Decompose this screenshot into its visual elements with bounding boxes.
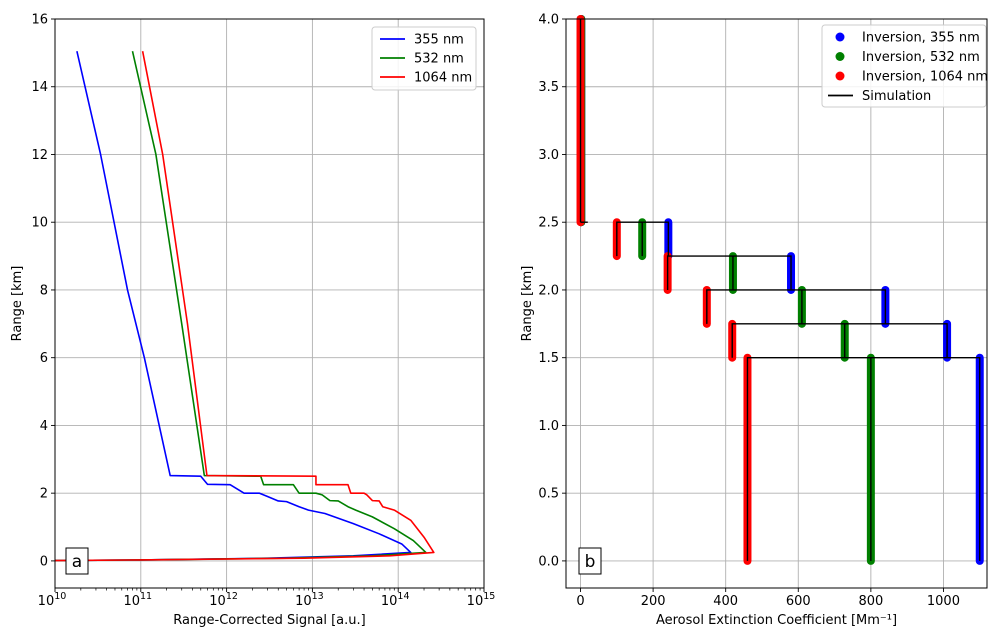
legend-swatch	[835, 32, 845, 42]
y-tick-label: 0.0	[538, 554, 559, 569]
series-line-0	[54, 51, 412, 562]
x-tick-label: 0	[576, 594, 584, 609]
legend-label: 1064 nm	[414, 71, 472, 86]
legend-label: Simulation	[862, 89, 931, 104]
y-tick-label: 8	[40, 283, 48, 298]
y-tick-label: 4	[40, 419, 48, 434]
y-tick-label: 10	[31, 216, 48, 231]
x-tick-label-base: 10	[38, 594, 55, 609]
x-tick-label: 200	[641, 594, 666, 609]
x-tick-label-exp: 15	[483, 591, 495, 602]
axes-frame	[54, 18, 485, 589]
y-tick-label: 2.0	[538, 283, 559, 298]
panel-label-box	[65, 547, 89, 575]
x-tick-label: 1012	[209, 591, 238, 609]
x-tick-label-base: 10	[381, 594, 398, 609]
legend-box	[371, 26, 477, 91]
y-tick-label: 2	[40, 487, 48, 502]
x-tick-label-exp: 14	[397, 591, 409, 602]
y-tick-label: 2.5	[538, 216, 559, 231]
plot-area	[55, 19, 484, 588]
legend-label: Inversion, 355 nm	[862, 31, 980, 46]
chart-panel-a: 1010 1011 1012 1013 1014 10150246810121416Ran…	[10, 13, 495, 628]
x-tick-label-exp: 13	[312, 591, 324, 602]
simulation-line	[731, 323, 948, 358]
legend-label: 355 nm	[414, 33, 464, 48]
panel-label: b	[585, 552, 596, 572]
y-tick-label: 6	[40, 351, 48, 366]
y-axis-label: Range [km]	[10, 266, 25, 342]
x-tick-label-exp: 10	[54, 591, 66, 602]
x-tick-label: 1014	[381, 591, 410, 609]
simulation-line	[746, 356, 981, 561]
x-axis-label: Aerosol Extinction Coefficient [Mm⁻¹]	[656, 613, 897, 628]
y-tick-label: 14	[31, 80, 48, 95]
y-tick-label: 12	[31, 148, 48, 163]
y-tick-label: 0	[40, 554, 48, 569]
simulation-line	[666, 255, 792, 290]
x-tick-label: 1013	[295, 591, 324, 609]
y-tick-label: 4.0	[538, 13, 559, 28]
legend-label: Inversion, 532 nm	[862, 50, 980, 65]
x-axis-label: Range-Corrected Signal [a.u.]	[173, 613, 365, 628]
y-tick-label: 3.5	[538, 80, 559, 95]
y-tick-label: 1.5	[538, 351, 559, 366]
x-tick-label-base: 10	[467, 594, 484, 609]
axes-frame	[565, 18, 988, 589]
panel-label-box	[578, 547, 602, 575]
x-tick-label-exp: 11	[140, 591, 152, 602]
y-axis-label: Range [km]	[520, 266, 535, 342]
simulation-line	[706, 289, 887, 324]
x-tick-label: 600	[786, 594, 811, 609]
x-tick-label: 1000	[927, 594, 960, 609]
x-tick-label: 800	[858, 594, 883, 609]
x-tick-label: 1011	[123, 591, 152, 609]
chart-panel-b: 0 200 400 600 800 1000 0.0 0.5 1.0 1.5 2.0 2.5 3.0 3.…	[520, 13, 988, 628]
x-tick-label-base: 10	[123, 594, 140, 609]
x-tick-label: 1010	[38, 591, 67, 609]
x-tick-label: 1015	[467, 591, 496, 609]
panel-label: a	[72, 552, 82, 572]
legend-swatch	[835, 52, 845, 61]
x-tick-label-base: 10	[295, 594, 312, 609]
y-tick-label: 3.0	[538, 148, 559, 163]
x-tick-label-exp: 12	[226, 591, 238, 602]
legend-box	[821, 24, 987, 108]
y-tick-label: 0.5	[538, 487, 559, 502]
x-tick-label: 400	[713, 594, 738, 609]
y-tick-label: 1.0	[538, 419, 559, 434]
legend-label: 532 nm	[414, 52, 464, 67]
legend-swatch	[835, 71, 845, 81]
series-line-2	[54, 51, 435, 562]
legend-label: Inversion, 1064 nm	[862, 70, 988, 85]
x-tick-label-base: 10	[209, 594, 226, 609]
y-tick-label: 16	[31, 13, 48, 28]
